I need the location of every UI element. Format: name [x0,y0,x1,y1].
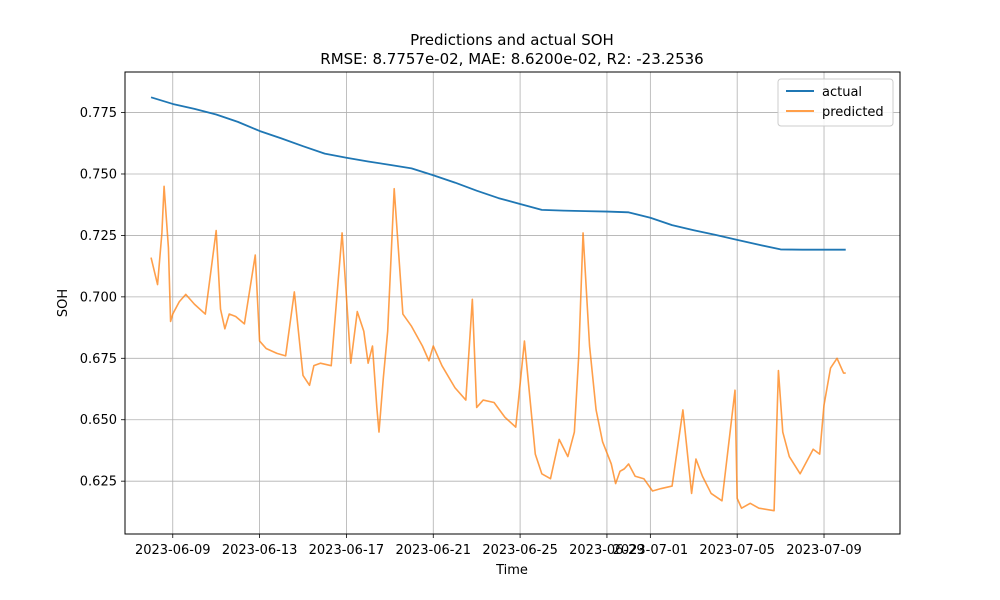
legend-predicted-label: predicted [822,105,884,120]
x-tick-label: 2023-06-13 [222,543,298,558]
series-predicted-line [150,185,846,512]
x-tick-label: 2023-07-01 [613,543,689,558]
grid [125,72,900,534]
x-tick-label: 2023-07-05 [699,543,775,558]
y-tick-label: 0.675 [80,352,117,367]
legend: actual predicted [777,78,894,127]
y-tick-label: 0.700 [80,290,117,305]
y-axis-label: SOH [56,289,71,317]
x-tick-label: 2023-06-09 [135,543,211,558]
series-layer [150,96,846,512]
x-tick-label: 2023-06-17 [309,543,385,558]
x-axis: 2023-06-09 2023-06-13 2023-06-17 2023-06-21… [135,534,862,558]
x-tick-label: 2023-06-21 [395,543,471,558]
y-tick-label: 0.775 [80,106,117,121]
y-tick-label: 0.625 [80,475,117,490]
legend-actual-label: actual [822,85,862,100]
y-tick-label: 0.750 [80,167,117,182]
y-axis: 0.625 0.650 0.675 0.700 0.725 0.750 0.775 [80,106,125,490]
x-axis-label: Time [495,563,528,578]
x-tick-label: 2023-06-29 [569,543,645,558]
chart-subtitle: RMSE: 8.7757e-02, MAE: 8.6200e-02, R2: -… [320,50,703,68]
x-tick-label: 2023-07-09 [786,543,862,558]
y-tick-label: 0.650 [80,413,117,428]
plot-frame [124,71,901,535]
y-tick-label: 0.725 [80,229,117,244]
chart-title: Predictions and actual SOH [410,31,614,49]
x-tick-label: 2023-06-25 [482,543,558,558]
series-actual-line [150,96,846,251]
